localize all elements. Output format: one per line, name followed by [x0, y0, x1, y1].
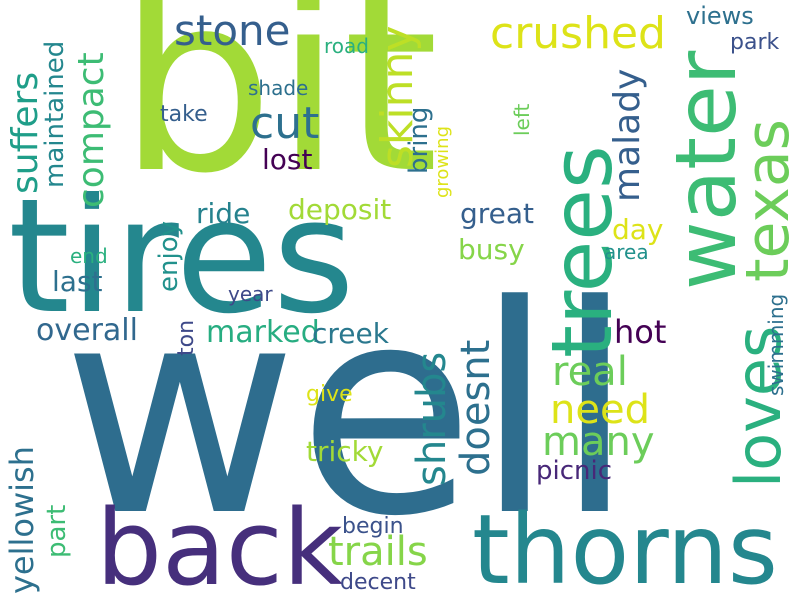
word-decent: decent — [340, 570, 416, 595]
word-year: year — [228, 282, 273, 306]
word-trails: trails — [328, 529, 428, 575]
word-creek: creek — [312, 317, 389, 350]
word-park: park — [730, 30, 780, 55]
word-picnic: picnic — [536, 456, 613, 486]
word-swimming: swimming — [764, 293, 788, 396]
word-views: views — [686, 2, 754, 30]
word-lost: lost — [262, 143, 313, 176]
word-bring: bring — [404, 106, 434, 174]
word-deposit: deposit — [288, 193, 392, 226]
word-left: left — [510, 103, 534, 136]
word-ton: ton — [174, 319, 199, 356]
word-yellowish: yellowish — [3, 446, 41, 594]
word-doesnt: doesnt — [453, 339, 499, 476]
word-give: give — [306, 382, 353, 407]
word-shrubs: shrubs — [409, 351, 455, 486]
word-stone: stone — [174, 6, 291, 55]
word-area: area — [604, 240, 649, 264]
word-compact: compact — [71, 52, 112, 208]
word-back: back — [96, 487, 344, 600]
word-bit: bit — [118, 0, 439, 228]
word-tricky: tricky — [306, 435, 384, 468]
word-hot: hot — [614, 313, 667, 351]
word-end: end — [70, 244, 108, 268]
word-growing: growing — [432, 126, 453, 198]
word-last: last — [52, 265, 103, 298]
word-real: real — [552, 349, 628, 395]
word-texas: texas — [733, 119, 800, 282]
word-suffers: suffers — [5, 71, 46, 194]
word-crushed: crushed — [490, 8, 666, 59]
word-malady: malady — [607, 68, 648, 202]
word-need: need — [550, 387, 650, 433]
word-road: road — [324, 34, 369, 58]
word-part: part — [42, 504, 72, 558]
word-begin: begin — [342, 514, 404, 539]
word-day: day — [612, 213, 664, 246]
word-thorns: thorns — [472, 494, 778, 600]
word-tires: tires — [8, 165, 355, 349]
word-take: take — [160, 102, 208, 127]
word-busy: busy — [458, 233, 525, 266]
word-ride: ride — [196, 197, 251, 230]
word-great: great — [460, 197, 535, 230]
word-enjoy: enjoy — [154, 221, 184, 292]
word-marked: marked — [206, 315, 320, 350]
word-well: well — [62, 244, 635, 579]
word-overall: overall — [36, 313, 138, 348]
word-many: many — [542, 419, 655, 465]
word-cut: cut — [250, 98, 320, 149]
word-shade: shade — [248, 76, 309, 100]
word-maintained: maintained — [40, 40, 70, 188]
